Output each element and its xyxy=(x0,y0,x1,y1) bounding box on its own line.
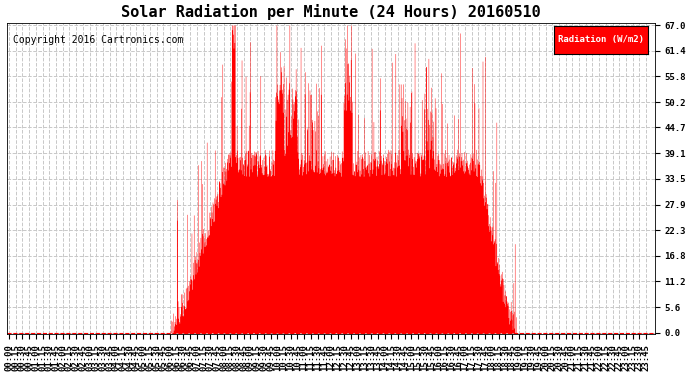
Title: Solar Radiation per Minute (24 Hours) 20160510: Solar Radiation per Minute (24 Hours) 20… xyxy=(121,4,540,20)
Text: Copyright 2016 Cartronics.com: Copyright 2016 Cartronics.com xyxy=(13,35,184,45)
